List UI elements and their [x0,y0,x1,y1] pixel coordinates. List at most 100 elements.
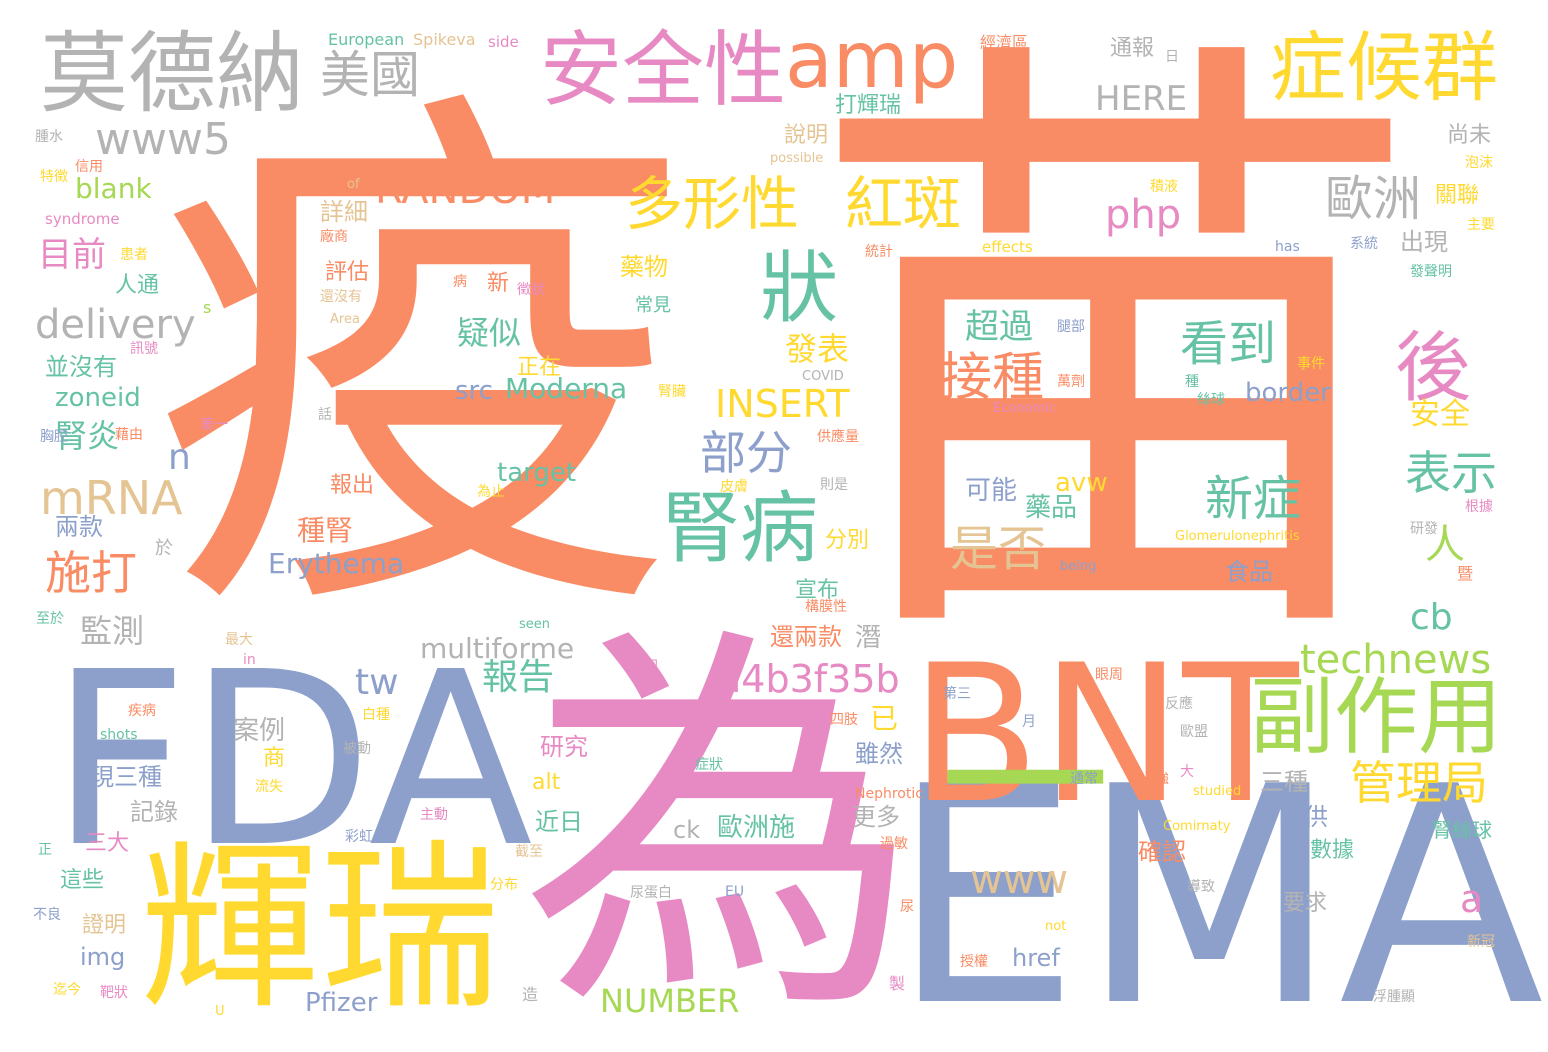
word: 提供 [1280,803,1328,831]
word: Nephrotic [855,786,923,802]
word: 苗 [805,0,1425,715]
word: 徵狀 [517,282,545,298]
word: 評估 [325,260,370,285]
word: 表示 [1405,446,1497,500]
word: 食品 [1225,558,1273,586]
word: alt [532,770,561,795]
word: 藥品 [1025,493,1078,523]
word: 更多 [852,803,900,831]
word: 四肢 [830,712,858,728]
word: 目前 [38,235,106,275]
word: 後 [1395,323,1471,412]
word: 種 [1185,374,1199,390]
word: 為止 [477,484,505,500]
word: 分布 [490,877,518,893]
word: 靶狀 [100,985,128,1001]
word: 這些 [60,868,105,893]
word: 接種 [940,348,1045,408]
word: 新 [487,271,510,296]
word: n [168,437,191,478]
word: of [347,177,360,192]
word: 彩虹 [345,829,373,845]
word: s [203,298,212,317]
word: 導致 [1187,879,1215,895]
word: 反應 [1165,696,1193,712]
word: 暨 [1454,565,1473,581]
word: 症候群 [1270,23,1498,112]
word: 說明 [784,123,829,148]
word: 病 [453,274,467,290]
word: technews [1300,637,1492,683]
word: 尿蛋白 [630,885,672,901]
word: 腎病 [662,484,819,574]
word: 部分 [700,426,792,480]
word: 常見 [635,295,671,316]
word: 被動 [343,741,371,757]
word: 迄今 [53,982,81,998]
word: 記錄 [130,798,178,826]
word: 疫 [150,51,690,679]
word: 可能 [965,476,1018,506]
word: Erythema [268,547,405,580]
word: 經濟區 [980,33,1029,52]
word: 症狀 [695,757,723,773]
word: Area [330,312,360,327]
word: 副作用 [1250,668,1503,766]
word: 皮膚 [720,479,748,495]
word: side [488,33,519,51]
word: ck [673,816,701,844]
word: 尿 [900,899,914,915]
word: amp [785,16,959,106]
word: RANDOM [375,167,556,213]
word: 特徵 [40,169,68,185]
word: cb [1410,597,1453,638]
word: 構膜性 [805,599,847,615]
word: blank [75,172,152,205]
word: 要求 [1283,891,1328,916]
word: 製 [886,975,905,991]
word: 統計 [865,244,893,260]
word: effects [982,238,1033,256]
word: 腫水 [35,129,63,145]
word: 通報 [1110,36,1155,61]
word: 還沒有 [320,289,362,305]
word: 正 [38,842,52,858]
word: 三大 [85,831,130,856]
word: border [1245,378,1331,408]
word: 案例 [233,716,286,746]
word: 研發 [1410,521,1438,537]
word: 輝瑞 [140,825,501,1034]
word: zoneid [55,383,141,413]
word: 月 [1022,714,1036,730]
word: 供應量 [817,429,859,445]
word: Economic [993,401,1056,416]
word: European [328,30,405,49]
word: 事件 [1297,356,1325,372]
word: 人通 [115,273,160,298]
word: 廠商 [320,229,348,245]
word: 不良 [33,907,61,923]
word: 萬劑 [1057,374,1085,390]
word: href [1012,944,1060,972]
word: 報出 [330,473,375,498]
word: 兩款 [55,513,103,541]
word: 過敏 [880,836,908,852]
word: 腿部 [1057,319,1085,335]
word: 發聲明 [1410,264,1452,280]
word: possible [770,151,824,166]
word: src [455,376,493,406]
word: img [80,943,126,971]
word: 截至 [515,844,543,860]
word: php [1105,192,1182,238]
word: Moderna [505,372,628,405]
word: 至於 [36,611,64,627]
word: 大 [1180,764,1194,780]
word: 美國 [320,46,420,104]
word: Spikeva [413,30,476,49]
word: 歐洲施 [717,813,796,843]
word: Comirnaty [1163,819,1231,834]
word: 話 [318,407,332,423]
word: 分別 [825,528,870,553]
word: 數據 [1310,838,1355,863]
